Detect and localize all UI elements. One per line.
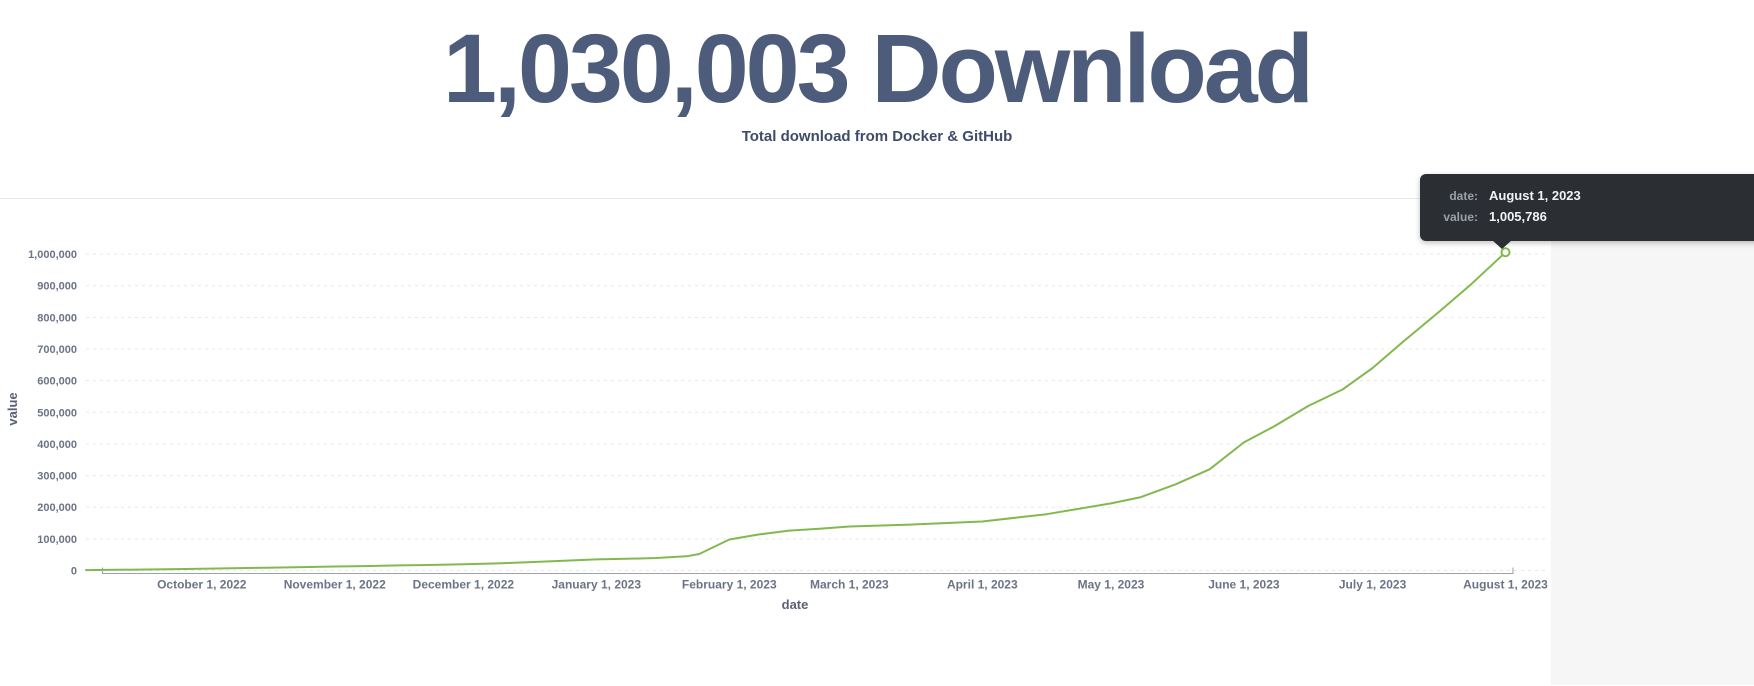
y-tick-label: 400,000 [37,439,77,451]
x-tick-label: May 1, 2023 [1078,578,1145,592]
x-tick-label: June 1, 2023 [1208,578,1280,592]
y-tick-label: 700,000 [37,344,77,356]
y-tick-labels: 0 100,000 200,000 300,000 400,000 500,000 600,… [28,249,77,577]
tooltip: date: August 1, 2023 value: 1,005,786 [1420,174,1754,241]
x-tick-label: November 1, 2022 [284,578,386,592]
y-axis-title: value [5,392,20,425]
x-tick-label: December 1, 2022 [413,578,515,592]
x-tick-label: January 1, 2023 [552,578,642,592]
tooltip-date-value: August 1, 2023 [1489,188,1581,203]
x-tick-label: April 1, 2023 [947,578,1018,592]
y-tick-label: 0 [71,566,77,578]
chart-section: 0 100,000 200,000 300,000 400,000 500,000 600,… [0,199,1754,685]
right-gutter [1551,199,1754,685]
tooltip-value-label: value: [1443,210,1478,224]
x-tick-label: August 1, 2023 [1463,578,1548,592]
x-tick-labels: October 1, 2022 November 1, 2022 December … [157,578,1548,592]
x-tick-label: July 1, 2023 [1339,578,1407,592]
y-tick-label: 500,000 [37,407,77,419]
y-tick-label: 600,000 [37,376,77,388]
y-tick-label: 1,000,000 [28,249,77,261]
page-header: 1,030,003 Download Total download from D… [0,0,1754,199]
y-tick-label: 900,000 [37,281,77,293]
tooltip-date-label: date: [1449,189,1478,203]
y-tick-label: 200,000 [37,502,77,514]
tooltip-value-value: 1,005,786 [1489,209,1547,224]
x-tick-label: February 1, 2023 [682,578,777,592]
tooltip-pointer-icon [1492,240,1512,249]
y-tick-label: 100,000 [37,534,77,546]
y-tick-label: 300,000 [37,471,77,483]
x-tick-label: October 1, 2022 [157,578,247,592]
grid-lines [86,253,1549,571]
x-axis-title: date [782,597,809,612]
line-series-value [85,251,1507,572]
page-title: 1,030,003 Download [443,14,1314,123]
last-point-marker[interactable] [1500,247,1511,258]
plot[interactable]: 0 100,000 200,000 300,000 400,000 500,000 600,… [0,199,1754,685]
y-tick-label: 800,000 [37,312,77,324]
page-subtitle: Total download from Docker & GitHub [741,127,1013,145]
x-tick-label: March 1, 2023 [810,578,889,592]
